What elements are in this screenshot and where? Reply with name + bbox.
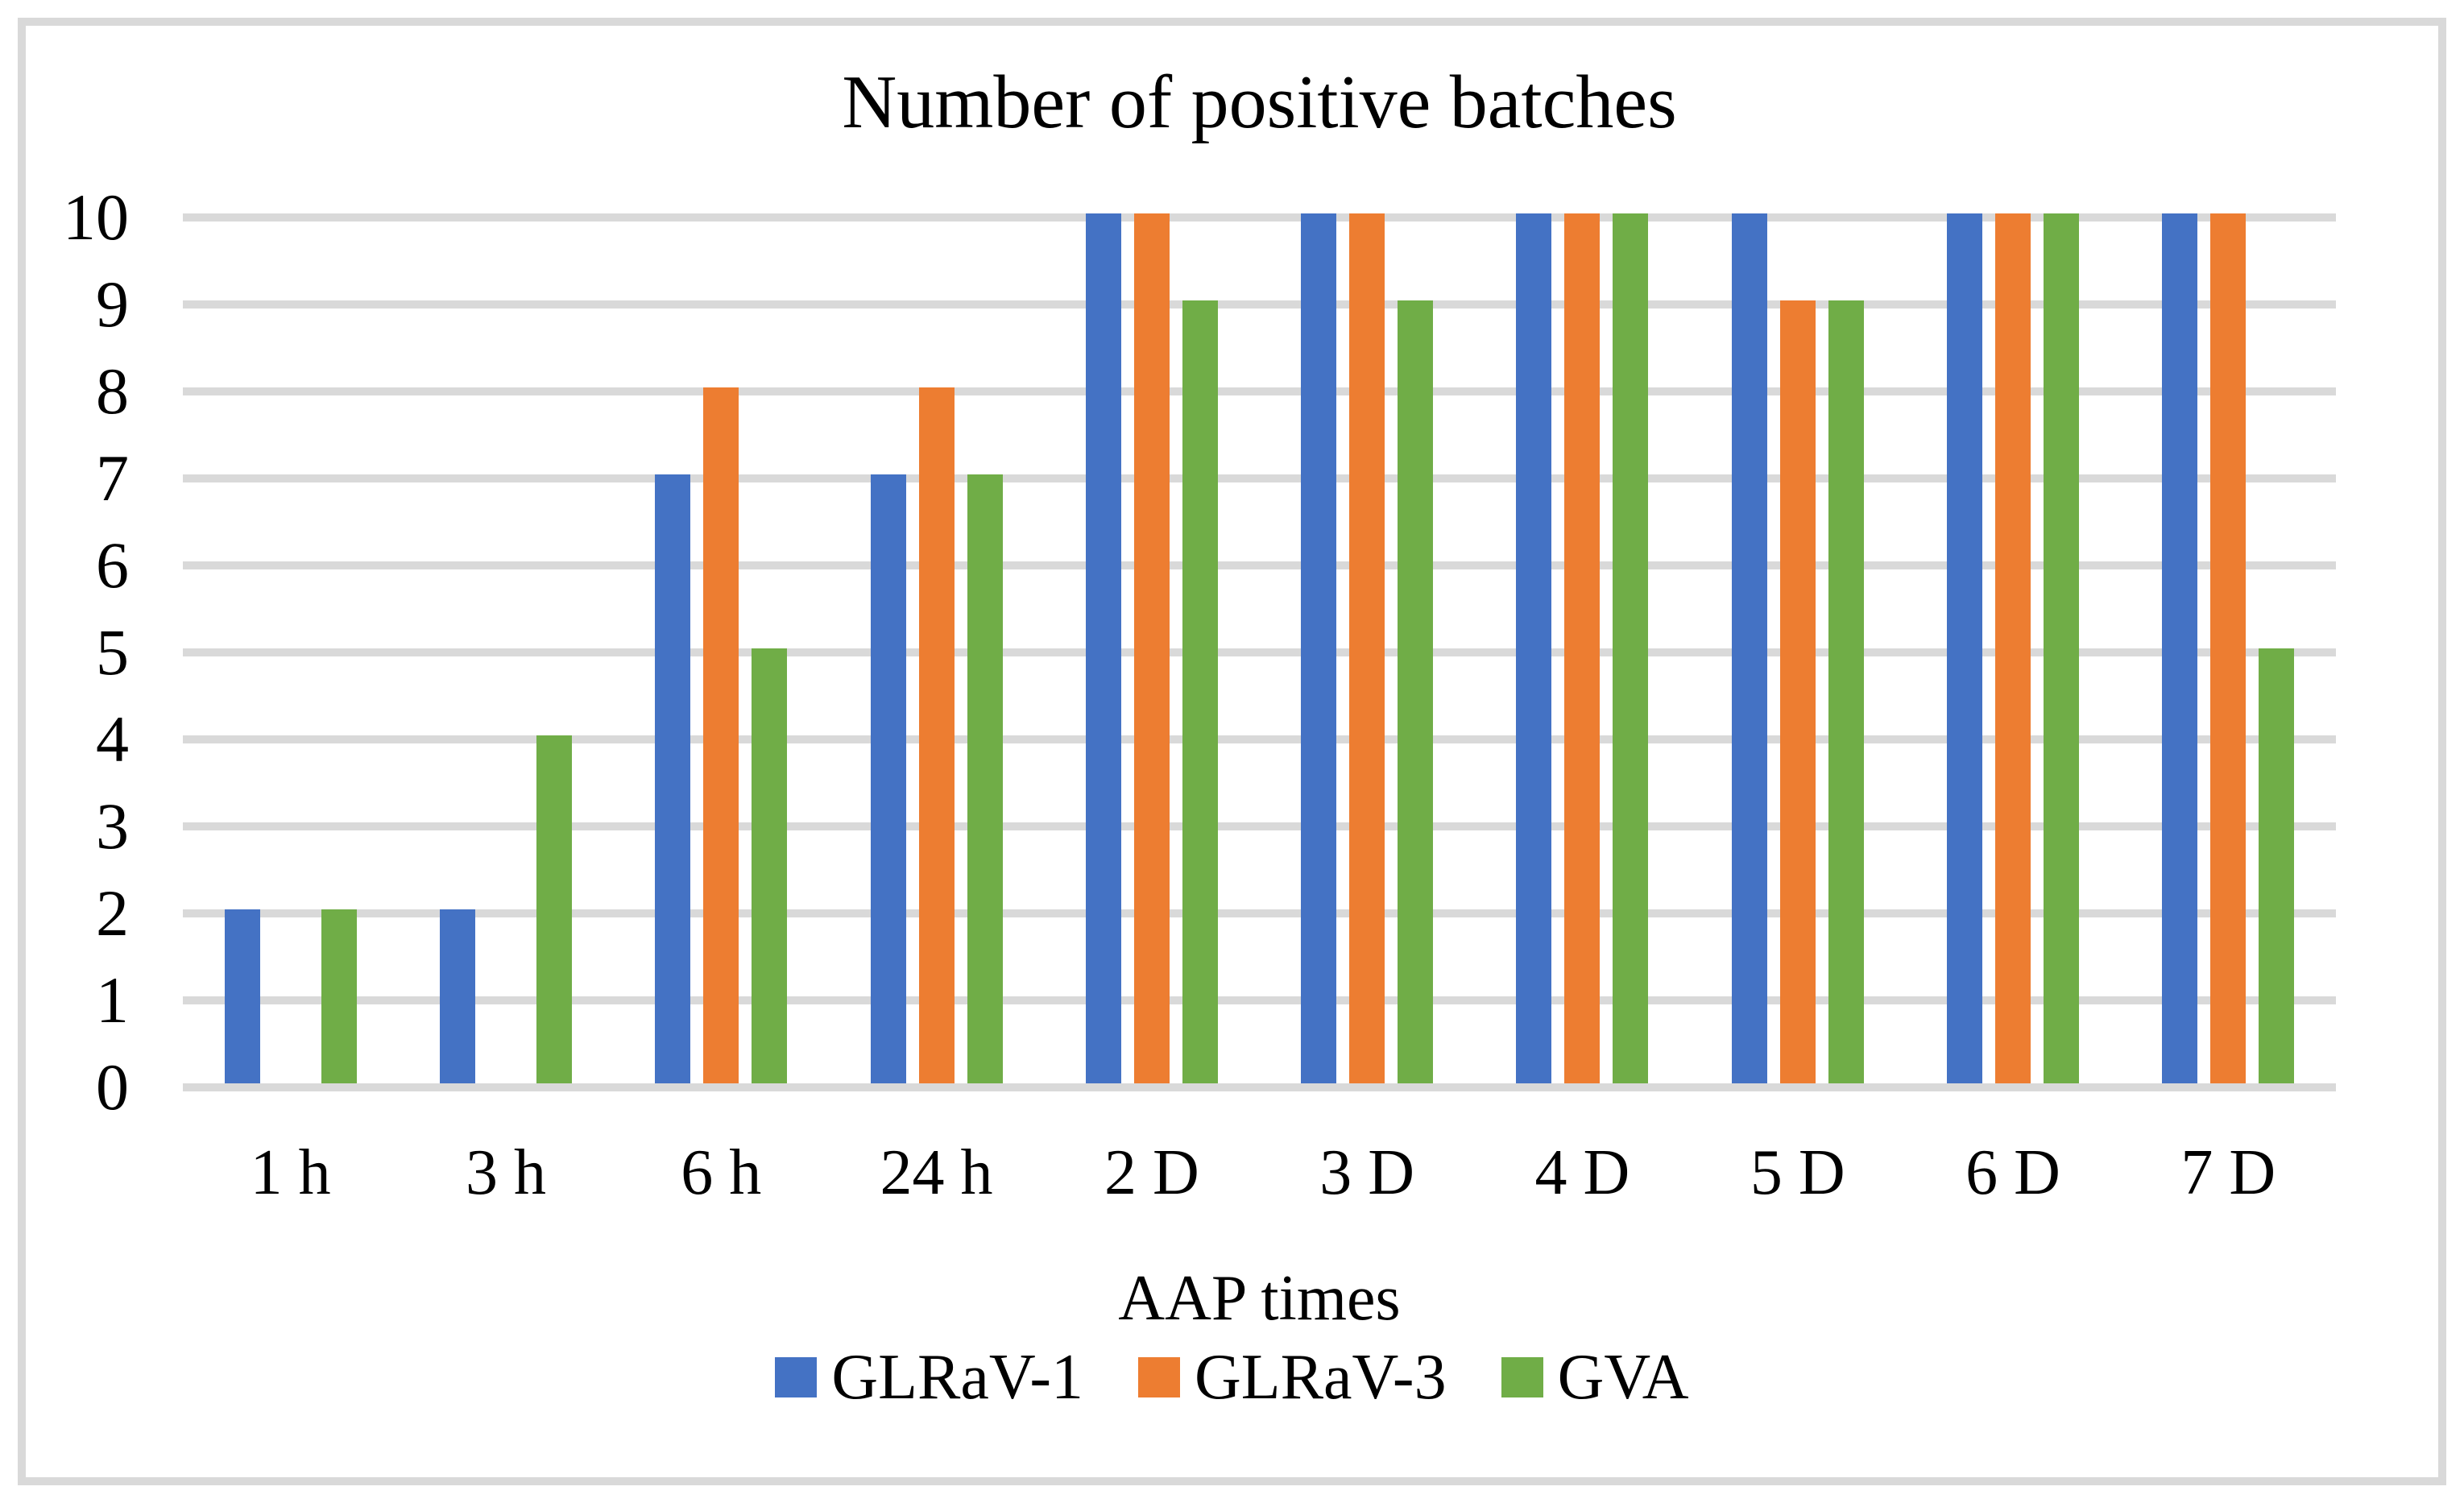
gridline bbox=[183, 909, 2336, 917]
legend-item-GLRaV-3: GLRaV-3 bbox=[1137, 1342, 1447, 1413]
bar-GVA bbox=[1398, 300, 1434, 1083]
chart-title: Number of positive batches bbox=[842, 60, 1677, 144]
x-tick-label: 3 D bbox=[1319, 1137, 1415, 1208]
x-tick-label: 24 h bbox=[880, 1137, 993, 1208]
bar-group bbox=[829, 121, 1044, 1083]
x-tick-label: 7 D bbox=[2180, 1137, 2276, 1208]
bar-group bbox=[398, 121, 613, 1083]
bar-GVA bbox=[2259, 648, 2295, 1083]
legend-item-GLRaV-1: GLRaV-1 bbox=[775, 1342, 1083, 1413]
bar-GVA bbox=[1828, 300, 1864, 1083]
bar-GVA bbox=[536, 735, 572, 1083]
bar-GLRaV-3 bbox=[1779, 300, 1816, 1083]
bar-group bbox=[614, 121, 829, 1083]
bar-GLRaV-3 bbox=[1995, 213, 2031, 1083]
bar-GLRaV-1 bbox=[1301, 213, 1337, 1083]
bar-group bbox=[183, 121, 398, 1083]
plot-area bbox=[183, 213, 2336, 1091]
bar-GLRaV-3 bbox=[703, 387, 739, 1083]
bar-group bbox=[1259, 121, 1474, 1083]
bar-GLRaV-1 bbox=[1516, 213, 1552, 1083]
y-axis: 0 1 2 3 4 5 6 7 8 9 10 bbox=[0, 0, 129, 1503]
legend-swatch-GLRaV-3 bbox=[1137, 1357, 1180, 1397]
y-tick-label: 0 bbox=[96, 1050, 129, 1124]
legend: GLRaV-1 GLRaV-3 GVA bbox=[0, 1342, 2464, 1413]
legend-label-GLRaV-3: GLRaV-3 bbox=[1194, 1342, 1447, 1413]
gridline bbox=[183, 300, 2336, 308]
bars-layer bbox=[183, 121, 2336, 1083]
gridline bbox=[183, 474, 2336, 482]
x-tick-label: 6 D bbox=[1965, 1137, 2060, 1208]
bar-GVA bbox=[1613, 213, 1649, 1083]
y-tick-label: 6 bbox=[96, 528, 129, 602]
y-tick-label: 3 bbox=[96, 789, 129, 863]
bar-GLRaV-1 bbox=[655, 474, 691, 1083]
y-tick-label: 1 bbox=[96, 963, 129, 1037]
x-tick-label: 3 h bbox=[465, 1137, 546, 1208]
bar-GLRaV-3 bbox=[918, 387, 955, 1083]
bar-GLRaV-1 bbox=[870, 474, 906, 1083]
gridline bbox=[183, 822, 2336, 830]
bar-GVA bbox=[1182, 300, 1218, 1083]
y-tick-label: 10 bbox=[63, 180, 129, 254]
gridline bbox=[183, 1083, 2336, 1091]
gridline bbox=[183, 561, 2336, 569]
x-axis-title: AAP times bbox=[1118, 1263, 1401, 1334]
gridline bbox=[183, 996, 2336, 1004]
gridline bbox=[183, 387, 2336, 395]
bar-GLRaV-3 bbox=[2210, 213, 2247, 1083]
legend-swatch-GVA bbox=[1501, 1357, 1543, 1397]
bar-GVA bbox=[2044, 213, 2080, 1083]
bar-group bbox=[1044, 121, 1259, 1083]
bar-group bbox=[2121, 121, 2336, 1083]
bar-GLRaV-3 bbox=[1133, 213, 1170, 1083]
y-tick-label: 2 bbox=[96, 876, 129, 950]
bar-group bbox=[1475, 121, 1690, 1083]
bar-GLRaV-3 bbox=[1349, 213, 1385, 1083]
y-tick-label: 7 bbox=[96, 441, 129, 515]
bar-GLRaV-3 bbox=[1564, 213, 1601, 1083]
x-tick-label: 6 h bbox=[681, 1137, 762, 1208]
gridline bbox=[183, 213, 2336, 222]
bar-GLRaV-1 bbox=[439, 909, 475, 1083]
x-tick-label: 2 D bbox=[1104, 1137, 1199, 1208]
x-tick-label: 1 h bbox=[250, 1137, 331, 1208]
gridline bbox=[183, 648, 2336, 656]
x-tick-label: 5 D bbox=[1750, 1137, 1845, 1208]
bar-GLRaV-1 bbox=[1085, 213, 1121, 1083]
x-tick-label: 4 D bbox=[1534, 1137, 1630, 1208]
y-tick-label: 4 bbox=[96, 702, 129, 776]
bar-GLRaV-1 bbox=[224, 909, 260, 1083]
bar-GVA bbox=[321, 909, 357, 1083]
bar-group bbox=[1690, 121, 1905, 1083]
legend-label-GLRaV-1: GLRaV-1 bbox=[831, 1342, 1083, 1413]
legend-swatch-GLRaV-1 bbox=[775, 1357, 818, 1397]
bar-GVA bbox=[752, 648, 788, 1083]
bar-GLRaV-1 bbox=[1731, 213, 1767, 1083]
gridline bbox=[183, 735, 2336, 743]
y-tick-label: 8 bbox=[96, 354, 129, 428]
y-tick-label: 5 bbox=[96, 615, 129, 689]
bar-group bbox=[1905, 121, 2120, 1083]
legend-item-GVA: GVA bbox=[1501, 1342, 1689, 1413]
bar-GVA bbox=[967, 474, 1003, 1083]
legend-label-GVA: GVA bbox=[1557, 1342, 1689, 1413]
y-tick-label: 9 bbox=[96, 267, 129, 341]
bar-GLRaV-1 bbox=[1947, 213, 1983, 1083]
bar-GLRaV-1 bbox=[2162, 213, 2198, 1083]
x-axis: 1 h 3 h 6 h 24 h 2 D 3 D 4 D 5 D 6 D 7 D bbox=[183, 1137, 2336, 1208]
